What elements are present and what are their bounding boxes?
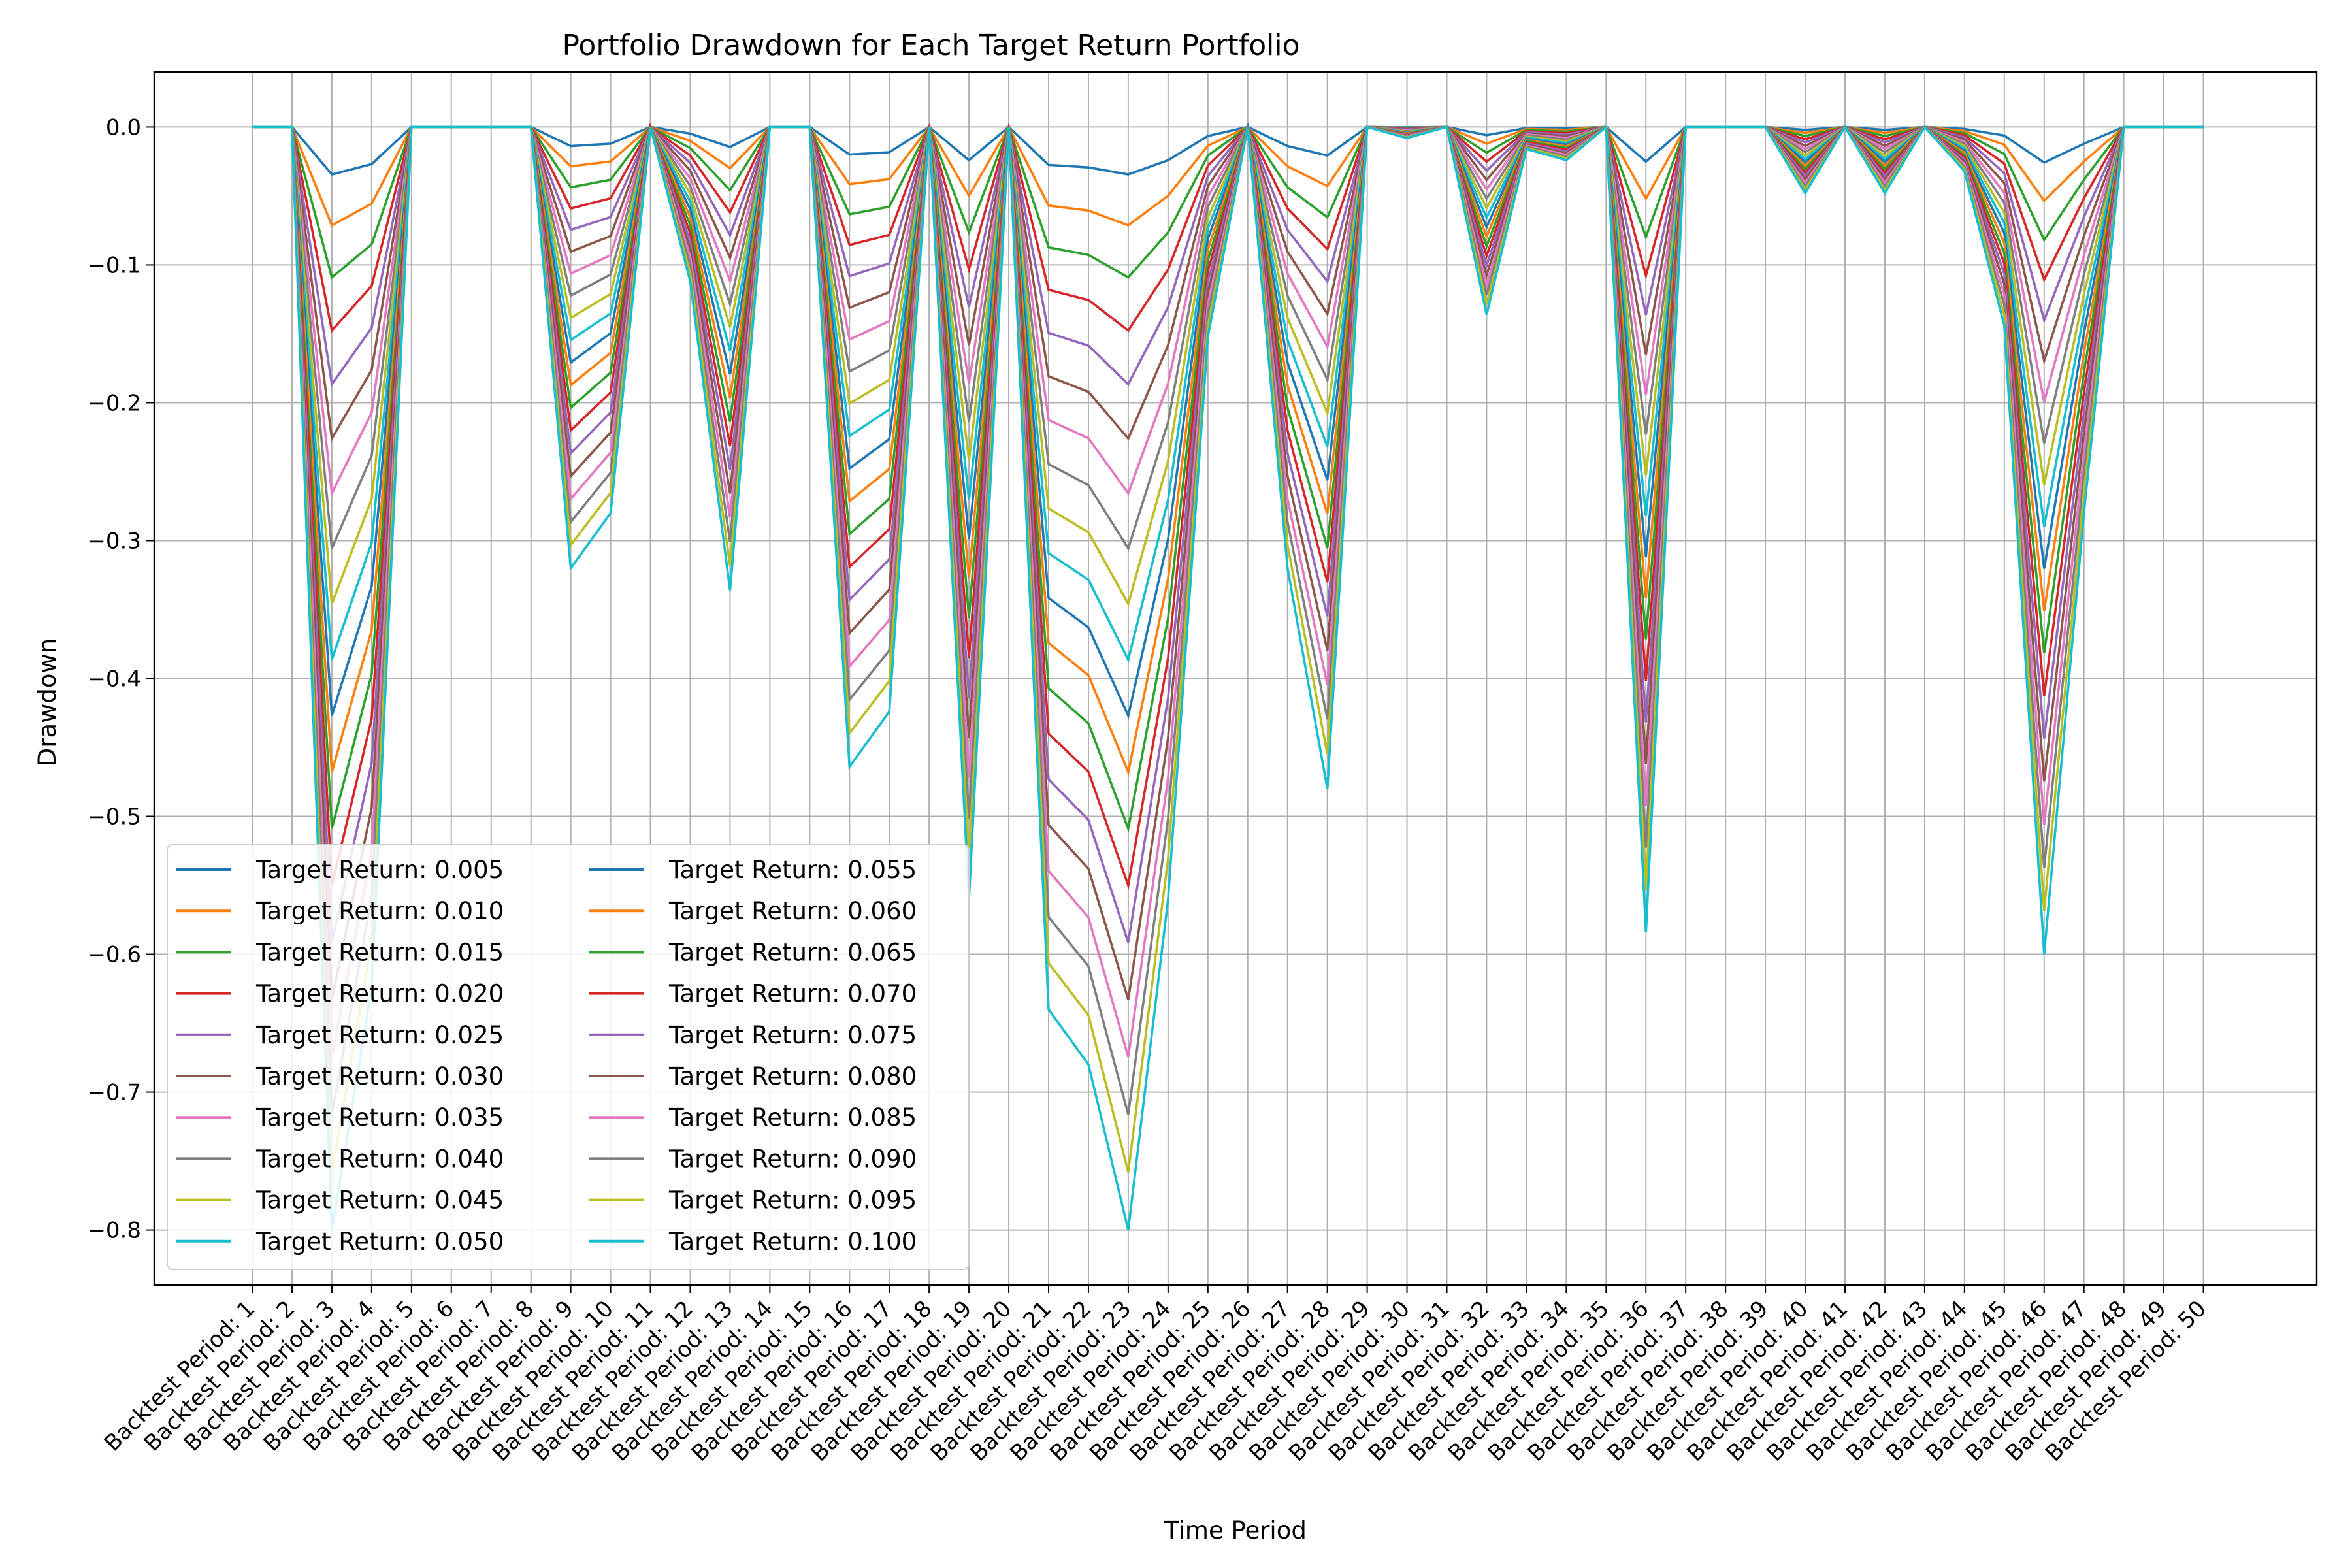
series-line-20 [252,124,2204,1231]
series-line-11 [252,122,2204,720]
y-tick-label: −0.8 [87,1218,141,1244]
y-tick-label: −0.4 [87,666,141,693]
series-line-16 [252,125,2204,1000]
y-tick-label: −0.2 [87,390,141,416]
series-line-5 [252,124,2204,387]
legend-entry: Target Return: 0.075 [668,1021,917,1049]
chart-title: Portfolio Drawdown for Each Target Retur… [562,29,1299,62]
legend-entry: Target Return: 0.070 [668,980,917,1008]
y-axis-label: Drawdown [33,638,61,766]
series-line-9 [252,123,2204,608]
y-tick-label: 0.0 [106,114,141,140]
legend: Target Return: 0.005 Target Return: 0.010… [167,844,970,1270]
series-line-6 [252,124,2204,442]
legend-entry: Target Return: 0.030 [255,1062,504,1090]
series-line-2 [252,124,2204,227]
legend-entry: Target Return: 0.090 [668,1145,917,1173]
legend-entry: Target Return: 0.040 [255,1145,504,1173]
legend-entry: Target Return: 0.080 [668,1062,917,1090]
legend-entry: Target Return: 0.020 [255,980,504,1008]
series-line-3 [252,123,2204,280]
series-line-7 [252,123,2204,498]
legend-entry: Target Return: 0.010 [255,897,504,925]
legend-entry: Target Return: 0.060 [668,897,917,925]
y-tick-label: −0.3 [87,528,141,554]
legend-box [167,844,970,1270]
series-line-8 [252,123,2204,551]
legend-entry: Target Return: 0.065 [668,938,917,966]
y-axis-ticks: 0.0 −0.1 −0.2 −0.3 −0.4 −0.5 −0.6 −0.7 −0.8 [87,114,154,1244]
legend-entry: Target Return: 0.045 [255,1186,504,1215]
series-line-15 [252,125,2204,943]
y-tick-label: −0.6 [87,942,141,968]
x-axis-label: Time Period [1164,1516,1307,1544]
y-tick-label: −0.5 [87,804,141,830]
y-tick-label: −0.1 [87,252,141,278]
legend-entry: Target Return: 0.025 [255,1021,504,1049]
y-tick-label: −0.7 [87,1080,141,1106]
legend-entry: Target Return: 0.095 [668,1186,917,1215]
series-line-4 [252,122,2204,333]
series-line-12 [252,123,2204,776]
series-line-13 [252,122,2204,833]
series-line-10 [252,122,2204,663]
legend-entry: Target Return: 0.005 [255,856,504,884]
legend-entry: Target Return: 0.085 [668,1103,917,1132]
legend-entry: Target Return: 0.050 [255,1228,504,1256]
legend-entry: Target Return: 0.035 [255,1103,504,1132]
series-lines [252,122,2204,1231]
legend-entry: Target Return: 0.100 [668,1228,917,1256]
series-line-1 [252,125,2204,176]
series-line-14 [252,122,2204,890]
legend-entry: Target Return: 0.015 [255,938,504,966]
legend-entry: Target Return: 0.055 [668,856,917,884]
